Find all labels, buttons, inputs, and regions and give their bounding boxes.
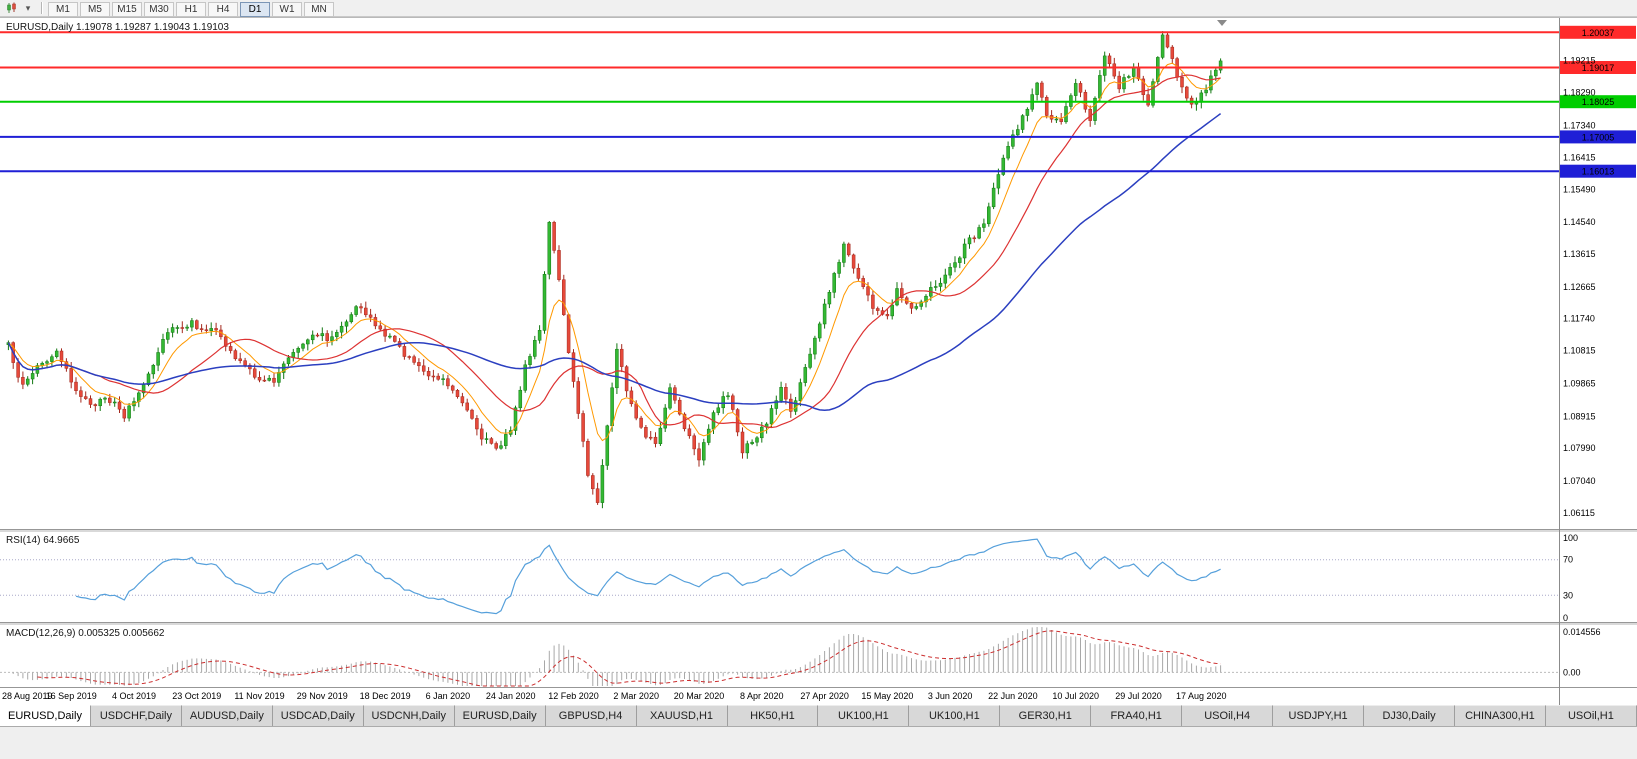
- candles-layer: [6, 31, 1223, 509]
- ma-fast-line: [8, 62, 1221, 442]
- chart-style-dropdown-icon[interactable]: ▾: [25, 2, 31, 13]
- svg-text:100: 100: [1563, 533, 1578, 543]
- price-tag: [1560, 164, 1636, 178]
- svg-text:1.16415: 1.16415: [1563, 152, 1596, 162]
- toolbar-separator: [41, 2, 42, 14]
- timeframe-button-m1[interactable]: M1: [48, 2, 78, 17]
- svg-text:1.06115: 1.06115: [1563, 508, 1595, 518]
- svg-text:1.12665: 1.12665: [1563, 282, 1596, 292]
- timeframe-button-d1[interactable]: D1: [240, 2, 270, 17]
- svg-text:1.18290: 1.18290: [1563, 88, 1596, 98]
- symbol-tab-xauusd-h1[interactable]: XAUUSD,H1: [636, 705, 728, 726]
- svg-text:70: 70: [1563, 555, 1573, 565]
- hline-1.20037[interactable]: 1.20037: [0, 25, 1636, 39]
- svg-text:1.13615: 1.13615: [1563, 249, 1596, 259]
- price-tag: [1560, 95, 1636, 109]
- svg-text:1.07040: 1.07040: [1563, 476, 1596, 486]
- timeframe-button-h1[interactable]: H1: [176, 2, 206, 17]
- date-axis: [0, 687, 1637, 705]
- macd-histogram: [12, 627, 1222, 686]
- svg-text:1.20037: 1.20037: [1582, 28, 1615, 38]
- symbol-tab-eurusd-daily[interactable]: EURUSD,Daily: [0, 705, 91, 726]
- symbol-tab-bar: EURUSD,Daily USDCHF,Daily AUDUSD,Daily USDC…: [0, 704, 1637, 726]
- ma-slow-line: [7, 113, 1222, 412]
- symbol-tab-china300-h1[interactable]: CHINA300,H1: [1455, 705, 1546, 726]
- svg-text:1.17005: 1.17005: [1582, 132, 1615, 142]
- svg-text:1.15490: 1.15490: [1563, 184, 1596, 194]
- hline-1.18025[interactable]: 1.18025: [0, 95, 1636, 109]
- ma-mid-line: [7, 74, 1221, 429]
- symbol-tab-uk100-h1[interactable]: UK100,H1: [909, 705, 1001, 726]
- price-tag: [1560, 61, 1636, 74]
- price-tag: [1560, 25, 1636, 39]
- symbol-tab-uk100-h1[interactable]: UK100,H1: [818, 705, 910, 726]
- hline-1.17005[interactable]: 1.17005: [0, 130, 1636, 144]
- toolbar: ▾ M1 M5 M15 M30 H1 H4 D1 W1 MN: [0, 0, 1637, 17]
- symbol-tab-usoil-h4[interactable]: USOil,H4: [1182, 705, 1274, 726]
- svg-text:1.19215: 1.19215: [1563, 56, 1596, 66]
- svg-text:1.08915: 1.08915: [1563, 411, 1596, 421]
- svg-text:1.09865: 1.09865: [1563, 379, 1596, 389]
- symbol-tab-eurusd-daily[interactable]: EURUSD,Daily: [454, 705, 546, 726]
- price-tag: [1560, 130, 1636, 144]
- symbol-tab-hk50-h1[interactable]: HK50,H1: [727, 705, 819, 726]
- symbol-tab-usoil-h1[interactable]: USOil,H1: [1545, 705, 1637, 726]
- symbol-tab-gbpusd-h4[interactable]: GBPUSD,H4: [545, 705, 637, 726]
- timeframe-button-w1[interactable]: W1: [272, 2, 302, 17]
- svg-text:1.17340: 1.17340: [1563, 120, 1596, 130]
- timeframe-button-h4[interactable]: H4: [208, 2, 238, 17]
- pane-splitter[interactable]: [0, 622, 1637, 626]
- symbol-tab-fra40-h1[interactable]: FRA40,H1: [1091, 705, 1183, 726]
- svg-text:1.18025: 1.18025: [1582, 97, 1615, 107]
- status-strip: [0, 726, 1637, 759]
- symbol-tab-usdcad-daily[interactable]: USDCAD,Daily: [272, 705, 364, 726]
- svg-text:1.16013: 1.16013: [1582, 167, 1615, 177]
- macd-indicator-label: MACD(12,26,9) 0.005325 0.005662: [6, 628, 165, 639]
- svg-text:1.14540: 1.14540: [1563, 217, 1596, 227]
- rsi-line: [75, 538, 1221, 615]
- timeframe-button-m15[interactable]: M15: [112, 2, 142, 17]
- timeframe-button-mn[interactable]: MN: [304, 2, 334, 17]
- symbol-tab-ger30-h1[interactable]: GER30,H1: [1000, 705, 1092, 726]
- svg-text:1.10815: 1.10815: [1563, 346, 1596, 356]
- svg-text:1.11740: 1.11740: [1563, 314, 1595, 324]
- symbol-tab-usdjpy-h1[interactable]: USDJPY,H1: [1273, 705, 1365, 726]
- timeframe-button-m30[interactable]: M30: [144, 2, 174, 17]
- chart-shift-marker-icon[interactable]: [1217, 20, 1227, 26]
- timeframe-button-m5[interactable]: M5: [80, 2, 110, 17]
- hline-1.16013[interactable]: 1.16013: [0, 164, 1636, 178]
- pane-splitter[interactable]: [0, 529, 1637, 533]
- rsi-indicator-label: RSI(14) 64.9665: [6, 535, 80, 546]
- svg-text:30: 30: [1563, 590, 1573, 600]
- symbol-tab-usdchf-daily[interactable]: USDCHF,Daily: [90, 705, 182, 726]
- price-scale-border: [1559, 18, 1560, 705]
- timeframe-button-group: M1 M5 M15 M30 H1 H4 D1 W1 MN: [47, 0, 335, 17]
- svg-text:1.19017: 1.19017: [1582, 63, 1615, 73]
- hline-1.19017[interactable]: 1.19017: [0, 61, 1636, 74]
- symbol-tab-usdcnh-daily[interactable]: USDCNH,Daily: [363, 705, 455, 726]
- svg-text:1.07990: 1.07990: [1563, 443, 1596, 453]
- symbol-tab-audusd-daily[interactable]: AUDUSD,Daily: [181, 705, 273, 726]
- chart-canvas[interactable]: 100 70 30 0 0.014556 0.00 28 Aug 2019 16 Sep 20…: [0, 17, 1637, 705]
- candlestick-chart-icon[interactable]: [4, 1, 20, 15]
- macd-signal-line: [37, 630, 1221, 687]
- svg-text:0.00: 0.00: [1563, 667, 1581, 677]
- svg-text:0.014556: 0.014556: [1563, 627, 1601, 637]
- symbol-tab-dj30-daily[interactable]: DJ30,Daily: [1364, 705, 1455, 726]
- chart-title: EURUSD,Daily 1.19078 1.19287 1.19043 1.1…: [6, 22, 229, 33]
